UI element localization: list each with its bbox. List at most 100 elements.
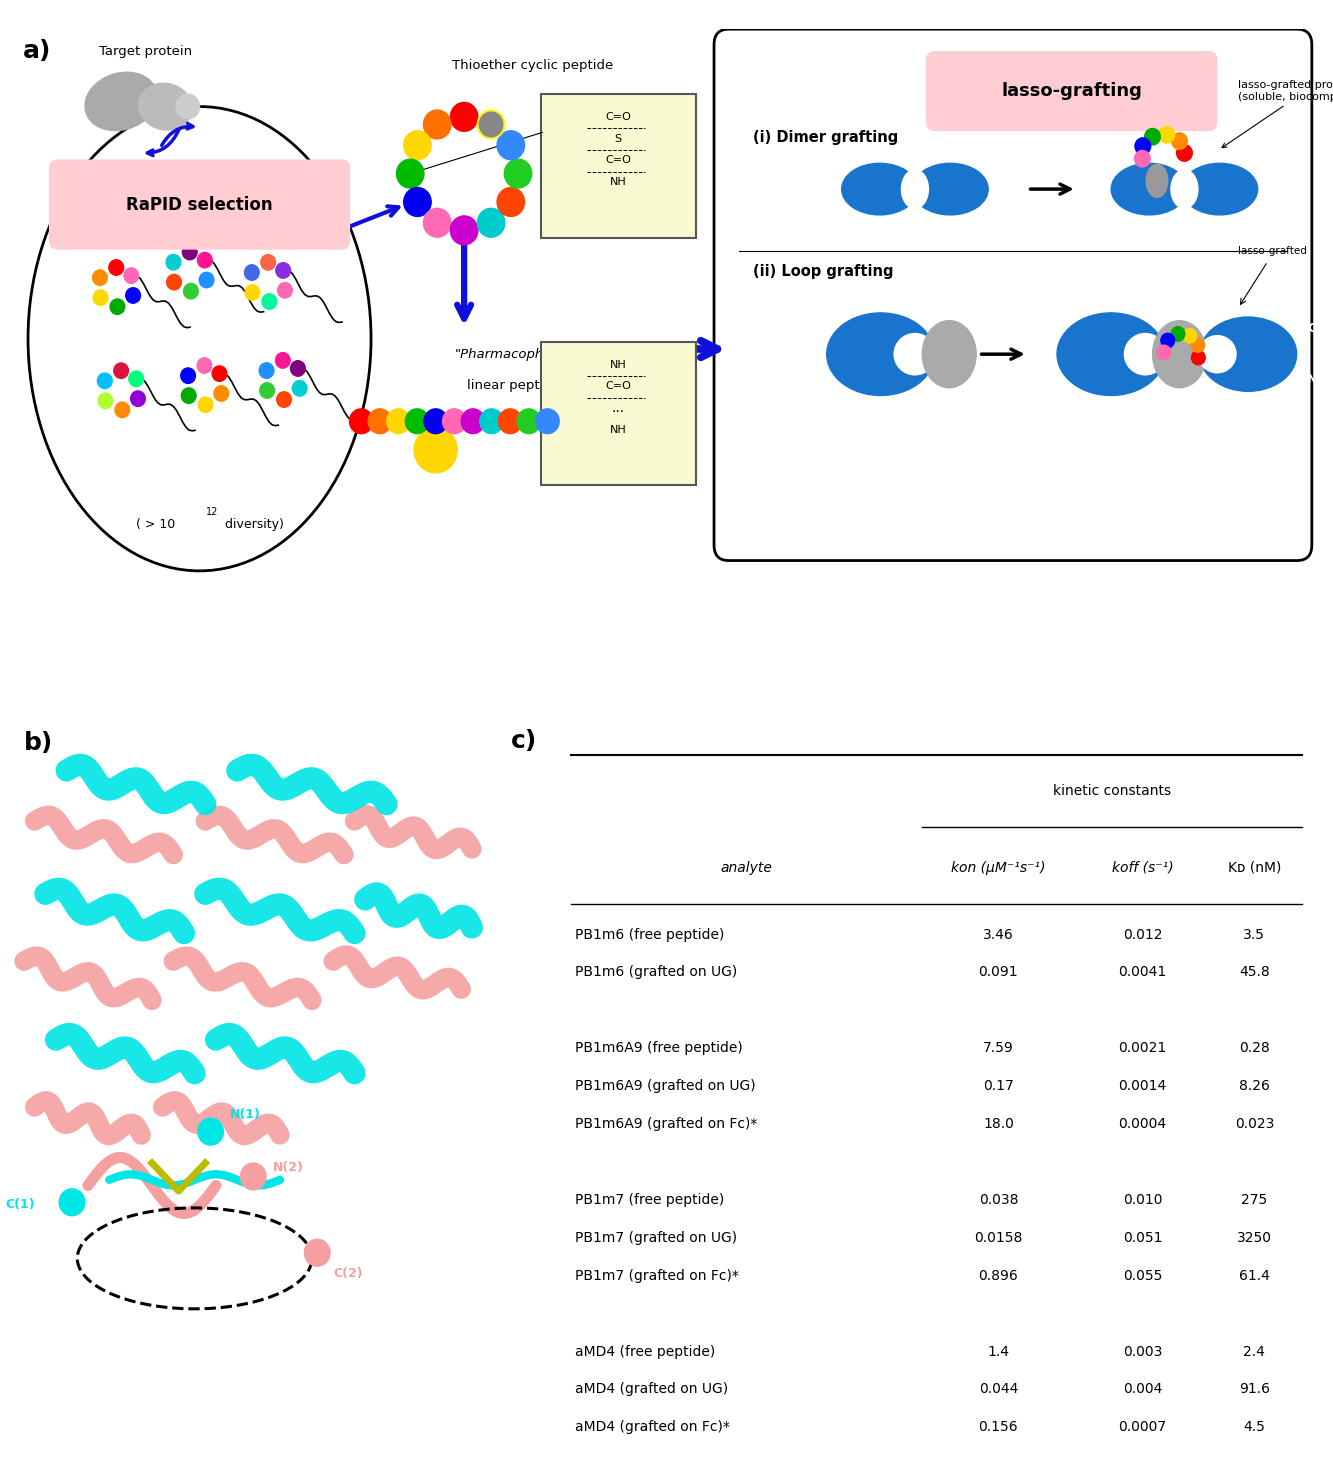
FancyBboxPatch shape	[714, 29, 1312, 560]
Ellipse shape	[1200, 316, 1297, 391]
Circle shape	[276, 262, 291, 278]
Circle shape	[124, 268, 139, 283]
Text: N: N	[817, 163, 826, 176]
Text: 0.0041: 0.0041	[1118, 965, 1166, 980]
Circle shape	[424, 408, 448, 433]
Text: 0.004: 0.004	[1122, 1382, 1162, 1397]
Circle shape	[396, 159, 424, 188]
Text: 91.6: 91.6	[1238, 1382, 1270, 1397]
Text: C=O: C=O	[605, 155, 631, 165]
Text: 12: 12	[207, 507, 219, 518]
Circle shape	[111, 299, 125, 315]
Circle shape	[212, 366, 227, 382]
Text: NH: NH	[609, 360, 627, 369]
Text: 0.0158: 0.0158	[974, 1231, 1022, 1245]
Circle shape	[461, 408, 485, 433]
Ellipse shape	[1057, 313, 1165, 395]
Circle shape	[404, 131, 431, 160]
Circle shape	[480, 112, 503, 137]
FancyBboxPatch shape	[541, 95, 696, 238]
Ellipse shape	[901, 169, 928, 208]
Text: lasso-grafted proteins
(soluble, biocompatible): lasso-grafted proteins (soluble, biocomp…	[1222, 80, 1333, 147]
Circle shape	[59, 1188, 85, 1216]
Text: 0.0021: 0.0021	[1118, 1041, 1166, 1056]
Circle shape	[277, 283, 292, 297]
Circle shape	[181, 367, 196, 383]
Circle shape	[92, 270, 107, 286]
Ellipse shape	[28, 106, 371, 572]
Ellipse shape	[85, 73, 157, 131]
Text: C: C	[1004, 163, 1013, 176]
Circle shape	[97, 373, 112, 389]
Text: b): b)	[24, 732, 53, 755]
Circle shape	[1172, 327, 1185, 341]
Text: 0.051: 0.051	[1122, 1231, 1162, 1245]
FancyBboxPatch shape	[541, 341, 696, 486]
Ellipse shape	[1170, 169, 1198, 208]
Circle shape	[443, 408, 467, 433]
Ellipse shape	[826, 313, 934, 395]
Circle shape	[1190, 338, 1205, 353]
Circle shape	[93, 290, 108, 305]
Circle shape	[199, 397, 213, 413]
Text: koff (s⁻¹): koff (s⁻¹)	[1112, 860, 1173, 875]
Text: (ii) Loop grafting: (ii) Loop grafting	[753, 264, 893, 278]
Text: C: C	[1086, 201, 1096, 214]
Text: 0.0007: 0.0007	[1118, 1420, 1166, 1435]
Text: 2.4: 2.4	[1244, 1344, 1265, 1359]
Circle shape	[304, 1239, 331, 1266]
Circle shape	[497, 131, 524, 160]
Ellipse shape	[1146, 165, 1168, 197]
Circle shape	[129, 370, 144, 386]
Circle shape	[167, 255, 181, 270]
Text: lasso-grafted: lasso-grafted	[1238, 246, 1308, 257]
Circle shape	[504, 159, 532, 188]
Text: PB1m7 (grafted on UG): PB1m7 (grafted on UG)	[575, 1231, 737, 1245]
Circle shape	[181, 388, 196, 404]
Text: PB1m6 (free peptide): PB1m6 (free peptide)	[575, 927, 724, 942]
Circle shape	[197, 252, 212, 268]
Text: C: C	[1273, 163, 1282, 176]
Circle shape	[131, 391, 145, 407]
Circle shape	[1145, 128, 1160, 144]
Text: aMD4 (grafted on Fc)*: aMD4 (grafted on Fc)*	[575, 1420, 729, 1435]
FancyBboxPatch shape	[926, 52, 1217, 130]
Circle shape	[99, 394, 113, 408]
Circle shape	[405, 408, 429, 433]
Circle shape	[197, 357, 212, 373]
Text: PB1m6A9 (free peptide): PB1m6A9 (free peptide)	[575, 1041, 742, 1056]
Text: PB1m6A9 (grafted on UG): PB1m6A9 (grafted on UG)	[575, 1079, 756, 1094]
Circle shape	[291, 360, 305, 376]
Circle shape	[536, 408, 559, 433]
Text: 0.003: 0.003	[1122, 1344, 1162, 1359]
Text: (i) Dimer grafting: (i) Dimer grafting	[753, 130, 898, 144]
Ellipse shape	[1112, 163, 1188, 214]
Text: 0.17: 0.17	[982, 1079, 1014, 1094]
Text: 0.023: 0.023	[1234, 1117, 1274, 1131]
Text: aMD4 (free peptide): aMD4 (free peptide)	[575, 1344, 714, 1359]
Text: 0.055: 0.055	[1122, 1268, 1162, 1283]
Text: N: N	[1306, 373, 1317, 386]
Text: 45.8: 45.8	[1238, 965, 1270, 980]
Text: linear peptide: linear peptide	[467, 379, 560, 392]
Text: 18.0: 18.0	[982, 1117, 1014, 1131]
Circle shape	[125, 287, 140, 303]
Circle shape	[176, 95, 200, 120]
Circle shape	[1182, 328, 1197, 343]
Circle shape	[183, 245, 197, 260]
Text: 0.0004: 0.0004	[1118, 1117, 1166, 1131]
Text: 3.5: 3.5	[1244, 927, 1265, 942]
Circle shape	[276, 353, 291, 367]
Text: Thioether cyclic peptide: Thioether cyclic peptide	[452, 58, 613, 71]
Circle shape	[277, 392, 292, 407]
Text: N(2): N(2)	[272, 1161, 304, 1174]
Circle shape	[1134, 139, 1150, 155]
Circle shape	[404, 188, 431, 216]
Text: Kᴅ (nM): Kᴅ (nM)	[1228, 860, 1281, 875]
Text: 8.26: 8.26	[1238, 1079, 1270, 1094]
Text: NH: NH	[609, 424, 627, 434]
Ellipse shape	[139, 83, 192, 130]
Ellipse shape	[841, 163, 917, 214]
Text: PB1m6A9 (grafted on Fc)*: PB1m6A9 (grafted on Fc)*	[575, 1117, 757, 1131]
Circle shape	[261, 255, 276, 270]
